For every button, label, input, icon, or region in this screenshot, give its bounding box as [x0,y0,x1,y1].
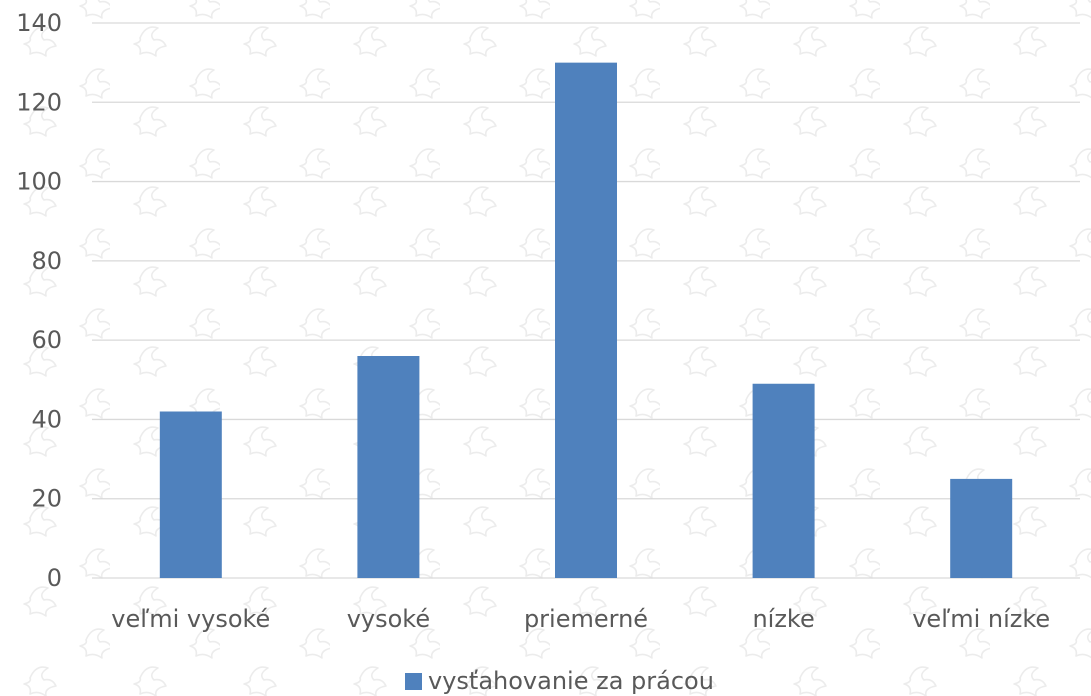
x-axis-ticks: veľmi vysoké vysoké priemerné nízke veľmi ní… [111,605,1050,633]
bars [159,62,1013,578]
y-tick-label: 140 [16,9,62,37]
bar [752,383,815,578]
bar [950,478,1013,578]
x-tick-label: nízke [752,605,814,633]
bar [159,411,222,578]
y-tick-label: 60 [31,326,62,354]
x-tick-label: vysoké [347,605,430,633]
legend: vysťahovanie za prácou [405,667,714,695]
y-tick-label: 40 [31,405,62,433]
y-tick-label: 100 [16,168,62,196]
x-tick-label: veľmi nízke [912,605,1050,633]
legend-swatch [405,673,422,690]
y-axis-ticks: 0 20 40 60 80 100 120 140 [16,9,62,592]
y-tick-label: 120 [16,88,62,116]
bar [555,62,617,578]
bar [357,356,420,578]
x-tick-label: veľmi vysoké [111,605,270,633]
x-tick-label: priemerné [524,605,648,633]
y-tick-label: 80 [31,247,62,275]
y-tick-label: 20 [31,485,62,513]
y-tick-label: 0 [47,564,62,592]
legend-label: vysťahovanie za prácou [428,667,714,695]
